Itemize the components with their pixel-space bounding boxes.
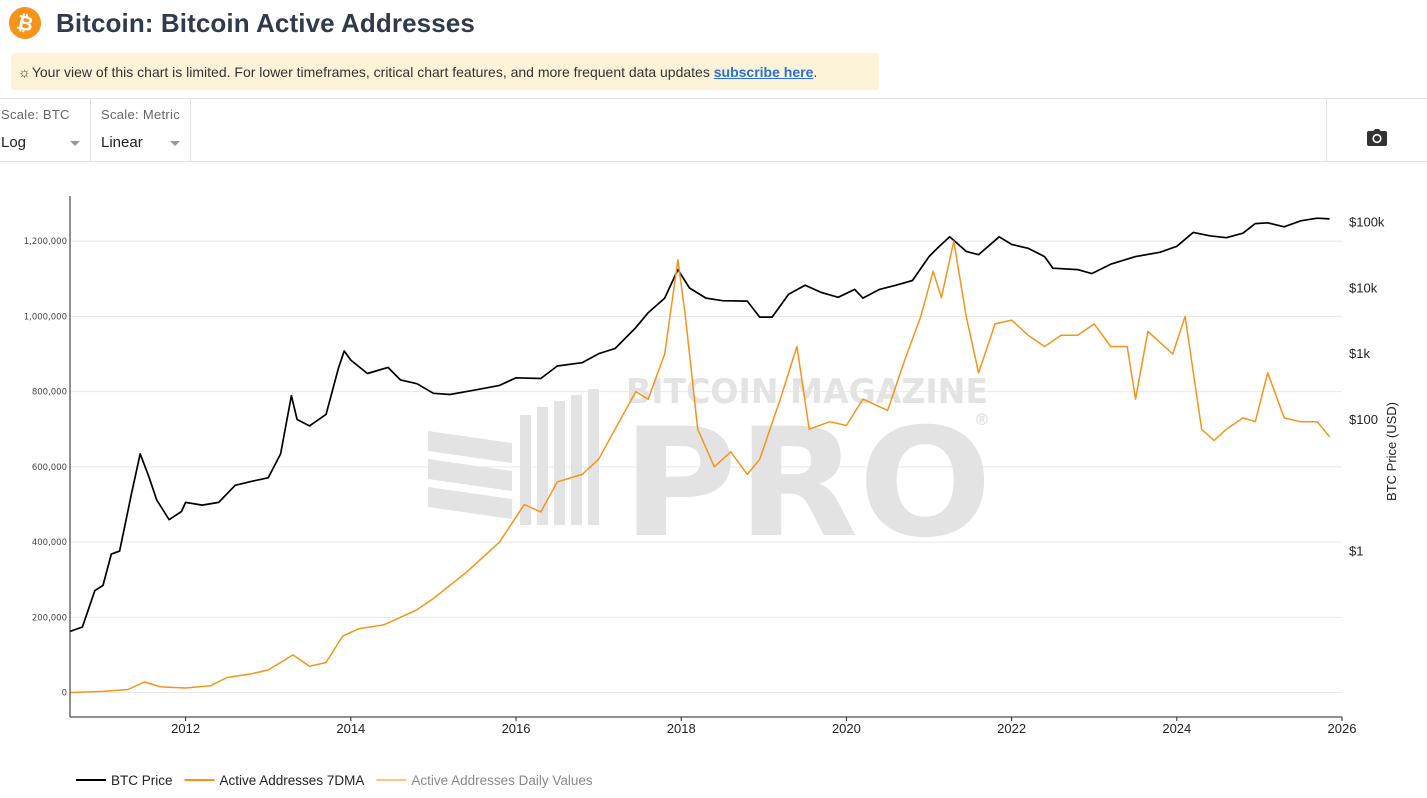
y-left-tick-label: 800,000 <box>32 388 67 398</box>
chevron-down-icon[interactable] <box>170 141 180 146</box>
legend-item[interactable]: BTC Price <box>76 773 173 788</box>
watermark-line2: PRO <box>622 397 992 571</box>
sun-icon: ☼ <box>18 63 31 80</box>
y-left-tick-label: 200,000 <box>32 613 67 623</box>
x-tick-label: 2022 <box>997 721 1026 736</box>
grid-lines <box>70 240 1342 694</box>
banner-text: Your view of this chart is limited. For … <box>31 63 710 80</box>
legend-item[interactable]: Active Addresses Daily Values <box>376 773 593 788</box>
legend-label: BTC Price <box>111 773 173 788</box>
x-tick-label: 2018 <box>667 721 696 736</box>
chart-toolbar: Scale: BTC Log Scale: Metric Linear <box>0 98 1427 162</box>
legend-item[interactable]: Active Addresses 7DMA <box>184 773 365 788</box>
scale-btc-value[interactable]: Log <box>1 134 27 151</box>
x-tick-label: 2012 <box>171 721 200 736</box>
y-right-tick-label: $1 <box>1349 544 1363 559</box>
x-tick-label: 2020 <box>832 721 861 736</box>
y-left-tick-label: 1,200,000 <box>24 237 67 247</box>
chevron-down-icon[interactable] <box>70 141 80 146</box>
axes: 0 200,000 400,000 600,000 800,000 1,000,000 1,… <box>24 196 1399 736</box>
y-left-tick-label: 1,000,000 <box>24 312 67 322</box>
scale-metric-select[interactable]: Scale: Metric Linear <box>91 99 191 161</box>
y-right-axis-title: BTC Price (USD) <box>1384 402 1399 501</box>
x-tick-label: 2024 <box>1162 721 1191 736</box>
legend-label: Active Addresses Daily Values <box>411 773 593 788</box>
y-left-tick-label: 0 <box>62 689 67 699</box>
x-tick-label: 2026 <box>1328 721 1357 736</box>
legend[interactable]: BTC Price Active Addresses 7DMA Active Add… <box>76 773 593 788</box>
legend-label: Active Addresses 7DMA <box>220 773 365 788</box>
banner-suffix: . <box>813 63 818 80</box>
x-tick-label: 2014 <box>336 721 365 736</box>
active-addresses-7dma-line <box>69 240 1331 694</box>
series-layer <box>69 217 1331 694</box>
subscribe-link[interactable]: subscribe here <box>713 63 814 80</box>
screenshot-button[interactable] <box>1326 99 1427 161</box>
y-right-tick-label: $10k <box>1349 280 1378 295</box>
btc-price-line <box>69 217 1330 633</box>
camera-icon[interactable] <box>1367 129 1387 146</box>
active-addresses-chart: BITCOIN MAGAZINE PRO ® 0 200,000 400,000 60… <box>24 196 1399 788</box>
y-right-tick-label: $100k <box>1349 215 1385 230</box>
y-left-tick-label: 600,000 <box>32 463 67 473</box>
page-title: Bitcoin: Bitcoin Active Addresses <box>56 7 475 38</box>
scale-btc-select[interactable]: Scale: BTC Log <box>0 99 91 161</box>
y-right-tick-label: $100 <box>1349 412 1378 427</box>
scale-metric-label: Scale: Metric <box>101 107 181 122</box>
watermark-logo: BITCOIN MAGAZINE PRO ® <box>428 372 992 571</box>
scale-btc-label: Scale: BTC <box>1 107 70 122</box>
page-header: ₿ Bitcoin: Bitcoin Active Addresses <box>6 4 475 42</box>
scale-metric-value[interactable]: Linear <box>101 134 143 151</box>
watermark-mark: ® <box>974 410 990 429</box>
bitcoin-logo-icon: ₿ <box>6 4 44 42</box>
y-right-tick-label: $1k <box>1349 346 1370 361</box>
x-tick-label: 2016 <box>502 721 531 736</box>
y-left-tick-label: 400,000 <box>32 538 67 548</box>
watermark-line1: BITCOIN MAGAZINE <box>626 372 988 412</box>
limited-view-banner: ☼ Your view of this chart is limited. Fo… <box>11 53 879 90</box>
